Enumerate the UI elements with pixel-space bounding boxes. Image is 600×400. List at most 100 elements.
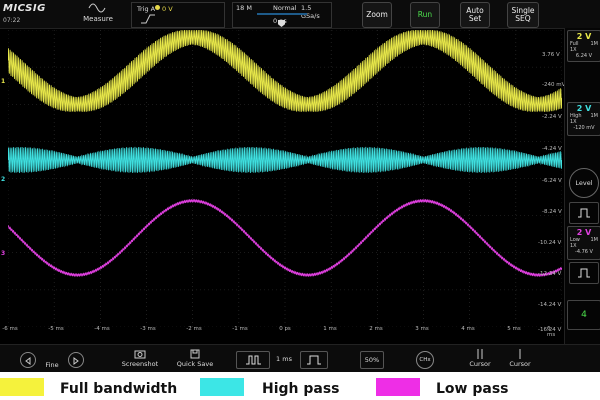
y-tick-label: -240 mV [542, 82, 566, 88]
trigger-panel[interactable]: Trig A 0 V [131, 2, 225, 28]
right-panel: 2 V Full 1M 1X 6.24 V 2 V High 1M 1X -120 … [564, 28, 600, 344]
chx-button[interactable]: CHx [416, 351, 434, 369]
pulse-icon [578, 208, 590, 218]
x-tick-label: -3 ms [140, 326, 156, 332]
cursor-horizontal-button[interactable]: Cursor [466, 349, 494, 368]
waveform-high-pass [8, 146, 562, 173]
x-tick-label: -1 ms [232, 326, 248, 332]
triangle-left-icon [25, 357, 31, 365]
trigger-level: 0 V [162, 5, 173, 13]
x-tick-label: 1 ms [323, 326, 337, 332]
channel-3-settings[interactable]: 2 V Low 1M 1X -4.76 V [567, 226, 600, 260]
channel-3-bandwidth: Low [570, 237, 580, 243]
quick-save-label: Quick Save [176, 360, 214, 368]
channel-2-impedance: 1M [590, 113, 599, 119]
channel-2-volts: 2 V [576, 104, 592, 113]
acquisition-mode: Normal [273, 4, 297, 12]
x-tick-label: -6 ms [2, 326, 18, 332]
measure-label: Measure [83, 15, 113, 23]
channel-2-probe: 1X [570, 119, 577, 125]
memory-depth: 18 M [236, 4, 252, 12]
channel-2-settings[interactable]: 2 V High 1M 1X -120 mV [567, 102, 600, 136]
cursor-vertical-button[interactable]: Cursor [506, 349, 534, 368]
legend-swatch-low [376, 378, 420, 396]
cursor-label: Cursor [469, 360, 491, 368]
screenshot-label: Screenshot [121, 360, 159, 368]
run-button[interactable]: Run [410, 2, 440, 28]
y-tick-label: 3.76 V [542, 52, 560, 58]
triangle-right-icon [73, 357, 79, 365]
x-tick-label: -5 ms [48, 326, 64, 332]
y-tick-label: -14.24 V [538, 302, 562, 308]
waveform-full-bandwidth [8, 30, 562, 113]
channel-1-probe: 1X [570, 47, 577, 53]
x-tick-label: -4 ms [94, 326, 110, 332]
pulse-icon [578, 268, 590, 278]
waveform-low-pass [8, 198, 562, 278]
trigger-position-marker[interactable] [278, 20, 285, 27]
rising-edge-icon [141, 14, 155, 24]
legend-label-low: Low pass [436, 381, 509, 397]
channel-3-probe: 1X [570, 243, 577, 249]
y-tick-label: -4.24 V [542, 146, 562, 152]
single-seq-button[interactable]: Single SEQ [507, 2, 539, 28]
x-tick-label: 5 ms [507, 326, 521, 332]
sample-rate: 1.5 GSa/s [301, 4, 320, 20]
channel-3-impedance: 1M [590, 237, 599, 243]
quick-save-button[interactable]: Quick Save [174, 349, 216, 368]
channel-2-offset: -120 mV [573, 125, 595, 131]
y-tick-label: -8.24 V [542, 209, 562, 215]
trigger-source: Trig A [137, 5, 156, 13]
bottom-toolbar: Fine Screenshot Quick Save 1 ms 50% CHx … [0, 344, 600, 373]
channel-1-marker[interactable]: 1 [1, 78, 6, 85]
fine-right-button[interactable] [68, 352, 84, 368]
pulse-width-button-2[interactable] [569, 262, 599, 284]
camera-icon [134, 350, 146, 359]
screenshot-button[interactable]: Screenshot [120, 349, 160, 368]
y-tick-label: -10.24 V [538, 240, 562, 246]
channel-3-volts: 2 V [576, 228, 592, 237]
x-scale: -6 ms -5 ms -4 ms -3 ms -2 ms -1 ms 0 ps… [0, 326, 562, 338]
timebase-decrease-button[interactable] [236, 351, 270, 369]
measure-button[interactable]: Measure [72, 1, 124, 27]
y-tick-label: -2.24 V [542, 114, 562, 120]
trigger-level-icon [155, 5, 160, 10]
level-button[interactable]: Level [569, 168, 599, 198]
cursor-vertical-icon [477, 349, 483, 359]
x-tick-label: 4 ms [461, 326, 475, 332]
legend-label-full: Full bandwidth [60, 381, 178, 397]
clock: 07:22 [3, 17, 21, 24]
y-tick-label: -16.24 V [538, 327, 562, 333]
channel-1-settings[interactable]: 2 V Full 1M 1X 6.24 V [567, 30, 600, 62]
percent-button[interactable]: 50% [360, 351, 384, 369]
channel-3-marker[interactable]: 3 [1, 250, 6, 257]
legend-swatch-high [200, 378, 244, 396]
top-toolbar: MICSIG 07:22 Measure Trig A 0 V 18 M Nor… [0, 0, 600, 29]
channel-1-bandwidth: Full [570, 41, 579, 47]
y-tick-label: -12.24 V [538, 271, 562, 277]
channel-1-offset: 6.24 V [575, 53, 593, 59]
timebase-increase-button[interactable] [300, 351, 328, 369]
narrow-pulse-icon [246, 355, 261, 365]
memory-position-bar [257, 13, 307, 15]
legend-swatch-full [0, 378, 44, 396]
brand-logo: MICSIG [3, 3, 46, 14]
legend: Full bandwidth High pass Low pass [0, 372, 600, 400]
pulse-width-button[interactable] [569, 202, 599, 224]
measure-wave-icon [88, 3, 106, 13]
channel-1-volts: 2 V [576, 32, 592, 41]
x-tick-label: -2 ms [186, 326, 202, 332]
save-icon [190, 349, 200, 359]
fine-left-button[interactable] [20, 352, 36, 368]
zoom-button[interactable]: Zoom [362, 2, 392, 28]
waveform-display[interactable] [8, 30, 562, 327]
x-tick-label: 3 ms [415, 326, 429, 332]
channel-1-impedance: 1M [590, 41, 599, 47]
legend-label-high: High pass [262, 381, 340, 397]
x-tick-label: 6 ms [547, 326, 556, 338]
auto-set-button[interactable]: Auto Set [460, 2, 490, 28]
page-number-button[interactable]: 4 [567, 300, 600, 330]
timebase-value: 1 ms [276, 355, 292, 363]
channel-2-marker[interactable]: 2 [1, 176, 6, 183]
cursor-label: Cursor [509, 360, 531, 368]
